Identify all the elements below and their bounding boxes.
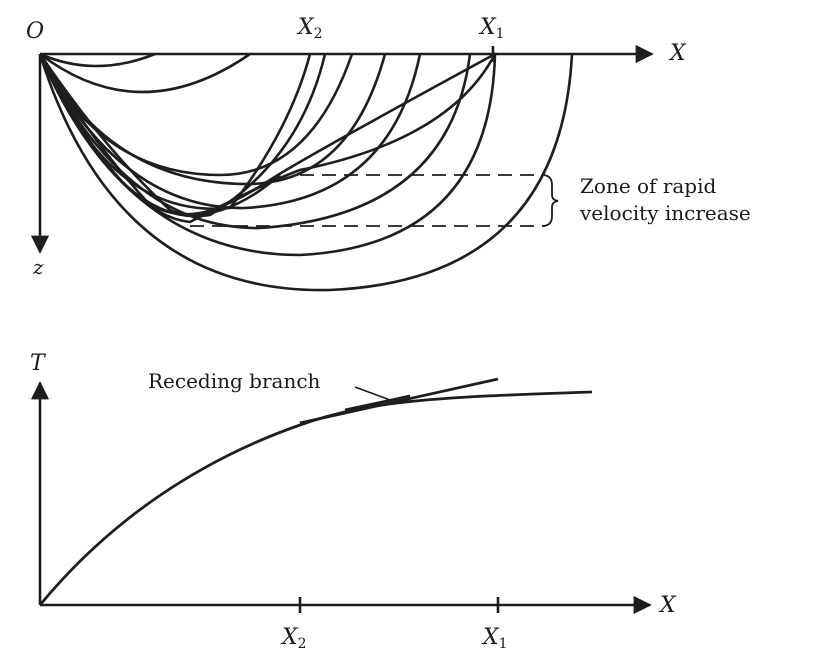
receding-leader <box>354 386 391 401</box>
zone-label-line2: velocity increase <box>579 201 751 225</box>
ray-paths <box>38 52 574 292</box>
ray-path <box>39 52 156 68</box>
origin-label: O <box>26 19 44 44</box>
ray-path <box>38 53 354 177</box>
receding-ray-path <box>38 52 496 216</box>
x-axis-label: X <box>658 593 677 618</box>
receding-branch-overlap <box>344 394 411 412</box>
ray-path-panel: O X z X2 X1 Zone of rapid velocity incre… <box>26 15 751 292</box>
x1-label: X1 <box>481 625 508 652</box>
z-axis-label: z <box>32 255 44 279</box>
x2-label: X2 <box>280 625 307 652</box>
ray-path <box>39 52 251 94</box>
zone-label-line1: Zone of rapid <box>580 174 716 198</box>
t-axis-label: T <box>30 351 47 376</box>
travel-time-curve <box>38 390 593 606</box>
x2-label: X2 <box>296 15 323 42</box>
receding-branch <box>299 377 499 425</box>
receding-ray-path <box>38 53 281 217</box>
zone-brace <box>541 174 559 227</box>
x-axis-label: X <box>668 41 687 66</box>
travel-time-panel: T X X2 X1 Receding branch <box>30 351 677 652</box>
receding-branch-label: Receding branch <box>148 369 321 393</box>
ray-path <box>38 53 387 186</box>
ray-path <box>38 53 472 230</box>
x1-label: X1 <box>478 15 505 42</box>
